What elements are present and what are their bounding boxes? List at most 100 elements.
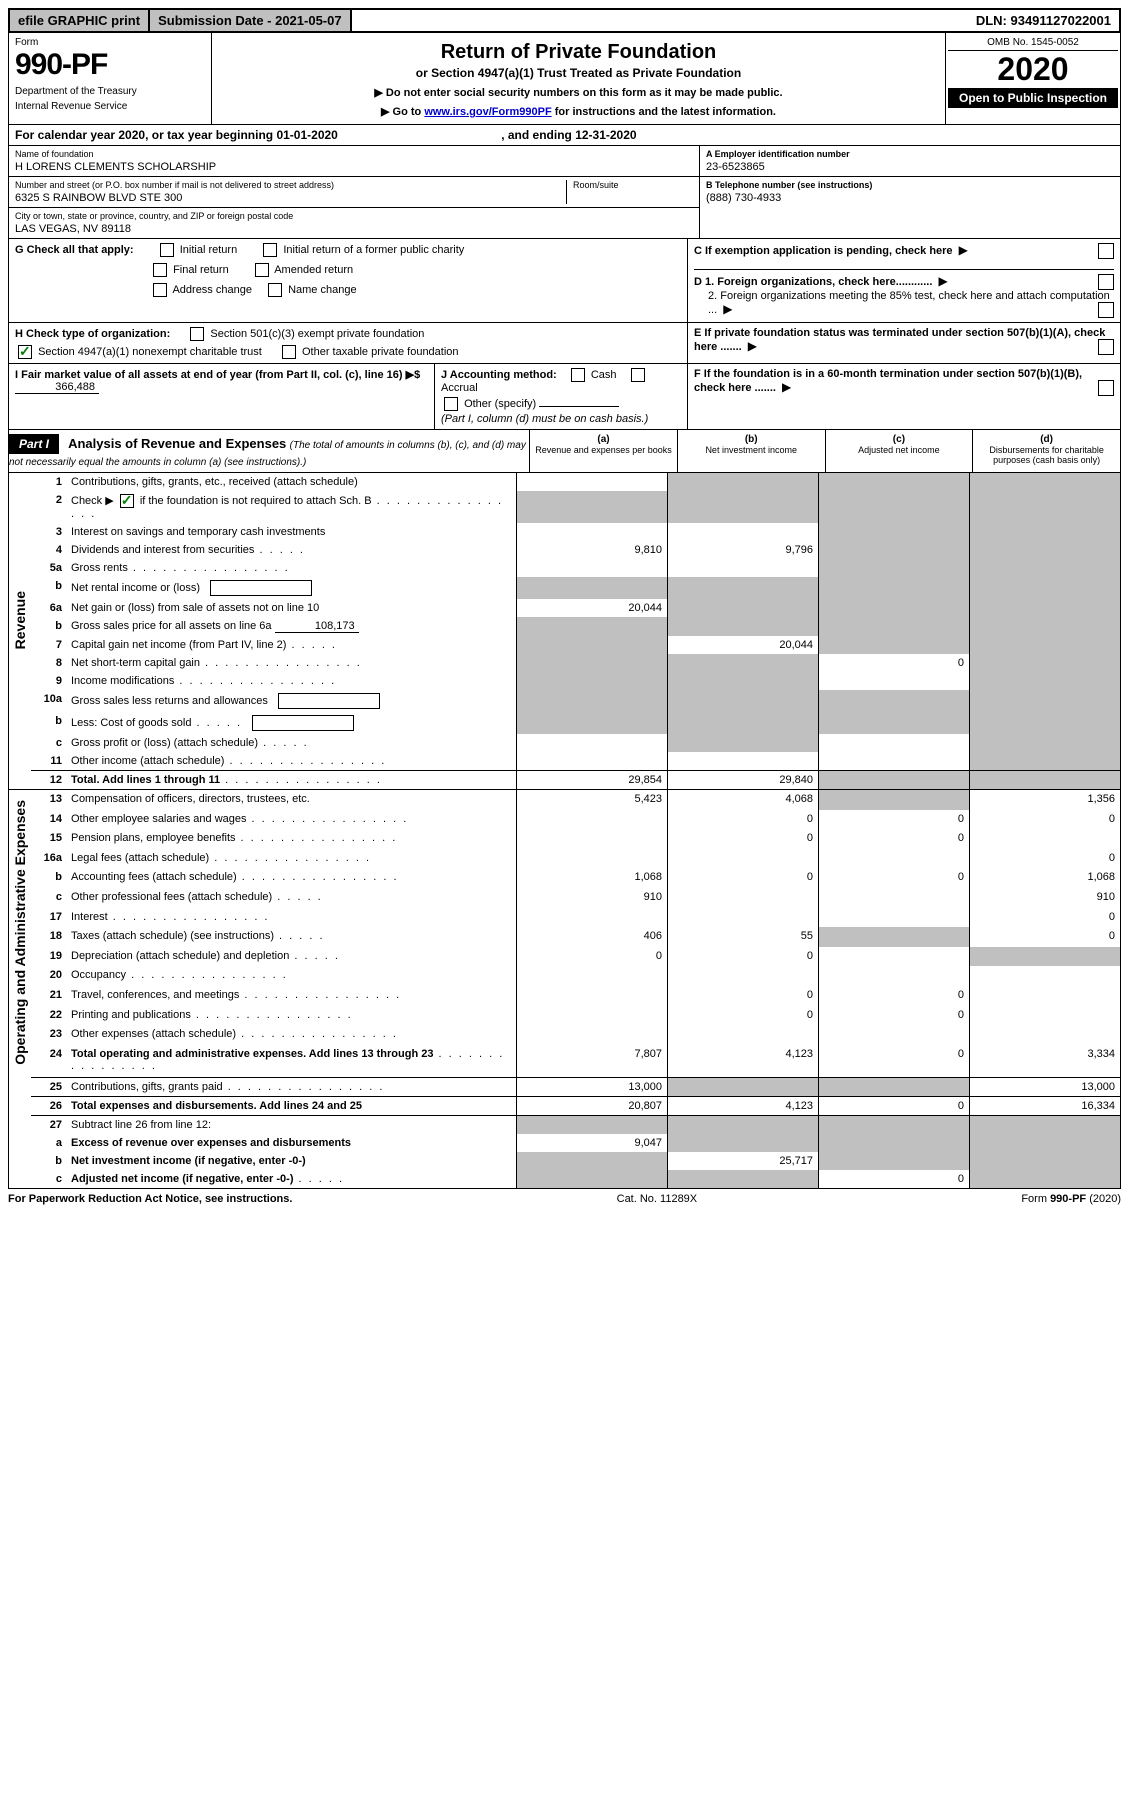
g-label: G Check all that apply: — [15, 244, 134, 256]
table-row: bNet investment income (if negative, ent… — [9, 1152, 1121, 1170]
goto-note: ▶ Go to www.irs.gov/Form990PF for instru… — [218, 105, 939, 118]
table-row: 27Subtract line 26 from line 12: — [9, 1116, 1121, 1135]
table-row: Operating and Administrative Expenses 13… — [9, 790, 1121, 810]
table-row: cGross profit or (loss) (attach schedule… — [9, 734, 1121, 752]
table-row: 22Printing and publications 00 — [9, 1006, 1121, 1026]
table-row: bNet rental income or (loss) — [9, 577, 1121, 599]
paperwork-notice: For Paperwork Reduction Act Notice, see … — [8, 1193, 292, 1205]
efile-label: efile GRAPHIC print — [10, 10, 150, 31]
expenses-label: Operating and Administrative Expenses — [10, 790, 30, 1075]
table-row: 15Pension plans, employee benefits 00 — [9, 829, 1121, 849]
checkbox-name-change[interactable] — [268, 283, 282, 297]
checkbox-accrual[interactable] — [631, 368, 645, 382]
table-row: 20Occupancy — [9, 966, 1121, 986]
table-row: 25Contributions, gifts, grants paid 13,0… — [9, 1078, 1121, 1097]
identity-block: Name of foundation H LORENS CLEMENTS SCH… — [8, 146, 1121, 239]
checkbox-4947[interactable] — [18, 345, 32, 359]
table-row: 2 Check ▶ if the foundation is not requi… — [9, 491, 1121, 523]
col-c-header: (c)Adjusted net income — [825, 430, 973, 472]
col-a-header: (a)Revenue and expenses per books — [529, 430, 677, 472]
table-row: 11Other income (attach schedule) — [9, 752, 1121, 771]
table-row: 24Total operating and administrative exp… — [9, 1045, 1121, 1078]
table-row: 8Net short-term capital gain 0 — [9, 654, 1121, 672]
checkbox-amended[interactable] — [255, 263, 269, 277]
addr-label: Number and street (or P.O. box number if… — [15, 180, 566, 190]
checkbox-d2[interactable] — [1098, 302, 1114, 318]
name-label: Name of foundation — [15, 149, 693, 159]
checkbox-initial-former[interactable] — [263, 243, 277, 257]
ein-label: A Employer identification number — [706, 149, 1114, 159]
ein-value: 23-6523865 — [706, 161, 1114, 173]
table-row: 23Other expenses (attach schedule) — [9, 1025, 1121, 1045]
tel-label: B Telephone number (see instructions) — [706, 180, 1114, 190]
street-address: 6325 S RAINBOW BLVD STE 300 — [15, 192, 566, 204]
cat-no: Cat. No. 11289X — [617, 1193, 698, 1205]
d2-label: 2. Foreign organizations meeting the 85%… — [708, 290, 1110, 316]
dept-treasury: Department of the Treasury — [15, 86, 205, 97]
checkbox-501c3[interactable] — [190, 327, 204, 341]
table-row: 5aGross rents — [9, 559, 1121, 577]
checkbox-initial-return[interactable] — [160, 243, 174, 257]
open-public: Open to Public Inspection — [948, 88, 1118, 108]
gross-sales-box[interactable] — [278, 693, 380, 709]
calendar-year-row: For calendar year 2020, or tax year begi… — [8, 125, 1121, 146]
form-header: Form 990-PF Department of the Treasury I… — [8, 33, 1121, 125]
top-bar: efile GRAPHIC print Submission Date - 20… — [8, 8, 1121, 33]
i-label: I Fair market value of all assets at end… — [15, 369, 420, 381]
table-row: Revenue 1 Contributions, gifts, grants, … — [9, 473, 1121, 491]
table-row: 21Travel, conferences, and meetings 00 — [9, 986, 1121, 1006]
table-row: cOther professional fees (attach schedul… — [9, 888, 1121, 908]
city-state-zip: LAS VEGAS, NV 89118 — [15, 223, 693, 235]
table-row: 16aLegal fees (attach schedule) 0 — [9, 849, 1121, 869]
checkbox-schb[interactable] — [120, 494, 134, 508]
form-ref: Form 990-PF (2020) — [1021, 1193, 1121, 1205]
table-row: 6aNet gain or (loss) from sale of assets… — [9, 599, 1121, 617]
table-row: 12Total. Add lines 1 through 11 29,85429… — [9, 771, 1121, 790]
revenue-expense-table: Revenue 1 Contributions, gifts, grants, … — [8, 473, 1121, 1189]
part1-header: Part I Analysis of Revenue and Expenses … — [8, 430, 1121, 473]
table-row: 17Interest 0 — [9, 908, 1121, 928]
h-label: H Check type of organization: — [15, 328, 170, 340]
f-label: F If the foundation is in a 60-month ter… — [694, 368, 1082, 394]
omb-number: OMB No. 1545-0052 — [948, 35, 1118, 51]
city-label: City or town, state or province, country… — [15, 211, 693, 221]
table-row: 3Interest on savings and temporary cash … — [9, 523, 1121, 541]
table-row: 9Income modifications — [9, 672, 1121, 690]
part-label: Part I — [9, 434, 59, 454]
checkbox-f[interactable] — [1098, 380, 1114, 396]
cogs-box[interactable] — [252, 715, 354, 731]
checkbox-other-method[interactable] — [444, 397, 458, 411]
table-row: bGross sales price for all assets on lin… — [9, 617, 1121, 636]
checkbox-final-return[interactable] — [153, 263, 167, 277]
table-row: aExcess of revenue over expenses and dis… — [9, 1134, 1121, 1152]
irs-label: Internal Revenue Service — [15, 101, 205, 112]
section-h-e: H Check type of organization: Section 50… — [8, 323, 1121, 364]
form-subtitle: or Section 4947(a)(1) Trust Treated as P… — [218, 66, 939, 80]
foundation-name: H LORENS CLEMENTS SCHOLARSHIP — [15, 161, 693, 173]
section-ij-f: I Fair market value of all assets at end… — [8, 364, 1121, 430]
form-number: 990-PF — [15, 48, 205, 82]
j-note: (Part I, column (d) must be on cash basi… — [441, 413, 681, 425]
checkbox-other-taxable[interactable] — [282, 345, 296, 359]
table-row: 4Dividends and interest from securities … — [9, 541, 1121, 559]
irs-link[interactable]: www.irs.gov/Form990PF — [424, 106, 551, 118]
tel-value: (888) 730-4933 — [706, 192, 1114, 204]
checkbox-e[interactable] — [1098, 339, 1114, 355]
table-row: 14Other employee salaries and wages 000 — [9, 810, 1121, 830]
dln: DLN: 93491127022001 — [968, 10, 1119, 31]
checkbox-cash[interactable] — [571, 368, 585, 382]
form-label: Form — [15, 37, 205, 48]
table-row: cAdjusted net income (if negative, enter… — [9, 1170, 1121, 1189]
part1-title: Analysis of Revenue and Expenses — [68, 436, 286, 451]
checkbox-address-change[interactable] — [153, 283, 167, 297]
ssn-warning: ▶ Do not enter social security numbers o… — [218, 86, 939, 99]
net-rental-box[interactable] — [210, 580, 312, 596]
room-label: Room/suite — [573, 180, 693, 190]
submission-date: Submission Date - 2021-05-07 — [150, 10, 352, 31]
revenue-label: Revenue — [10, 581, 30, 659]
checkbox-c[interactable] — [1098, 243, 1114, 259]
c-label: C If exemption application is pending, c… — [694, 245, 953, 257]
section-g-c: G Check all that apply: Initial return I… — [8, 239, 1121, 323]
table-row: 19Depreciation (attach schedule) and dep… — [9, 947, 1121, 967]
checkbox-d1[interactable] — [1098, 274, 1114, 290]
